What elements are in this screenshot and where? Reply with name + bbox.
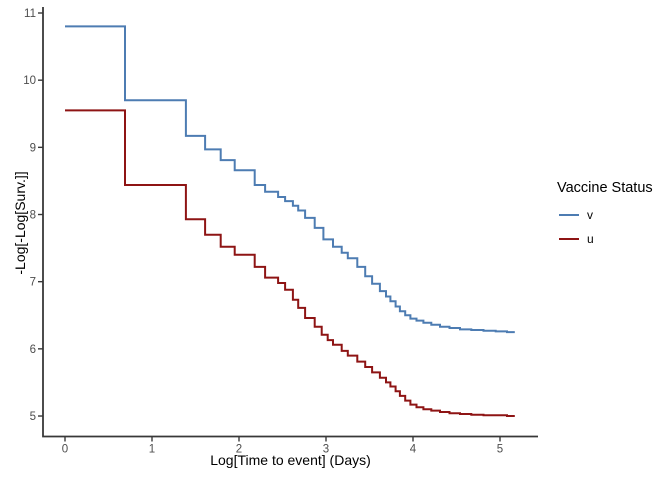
y-tick-label: 7 xyxy=(30,277,36,289)
x-tick-label: 3 xyxy=(323,444,329,456)
x-tick-label: 1 xyxy=(149,444,155,456)
axis-lines xyxy=(42,7,538,438)
y-tick-label: 9 xyxy=(30,142,36,154)
y-tick-label: 6 xyxy=(30,344,36,356)
series-line-u xyxy=(65,109,515,417)
series-line-v xyxy=(65,25,515,334)
legend: Vaccine Status v u xyxy=(557,180,653,251)
legend-label-u: u xyxy=(587,232,594,246)
y-tick-label: 10 xyxy=(23,75,36,87)
x-tick-label: 0 xyxy=(62,444,68,456)
x-axis-title: Log[Time to event] (Days) xyxy=(210,452,371,468)
y-tick-label: 8 xyxy=(30,210,36,222)
legend-title: Vaccine Status xyxy=(557,180,653,196)
y-axis-title: -Log[-Log[Surv.]] xyxy=(12,171,28,275)
y-tick-label: 5 xyxy=(30,411,36,423)
y-tick-label: 11 xyxy=(24,8,36,20)
legend-item-u: u xyxy=(557,227,653,251)
x-tick-label: 2 xyxy=(236,444,242,456)
x-tick-label: 4 xyxy=(410,444,417,456)
legend-key-line-v xyxy=(559,214,579,216)
legend-item-v: v xyxy=(557,203,653,227)
legend-label-v: v xyxy=(587,208,593,222)
x-tick-label: 5 xyxy=(497,444,503,456)
legend-key-line-u xyxy=(559,238,579,240)
